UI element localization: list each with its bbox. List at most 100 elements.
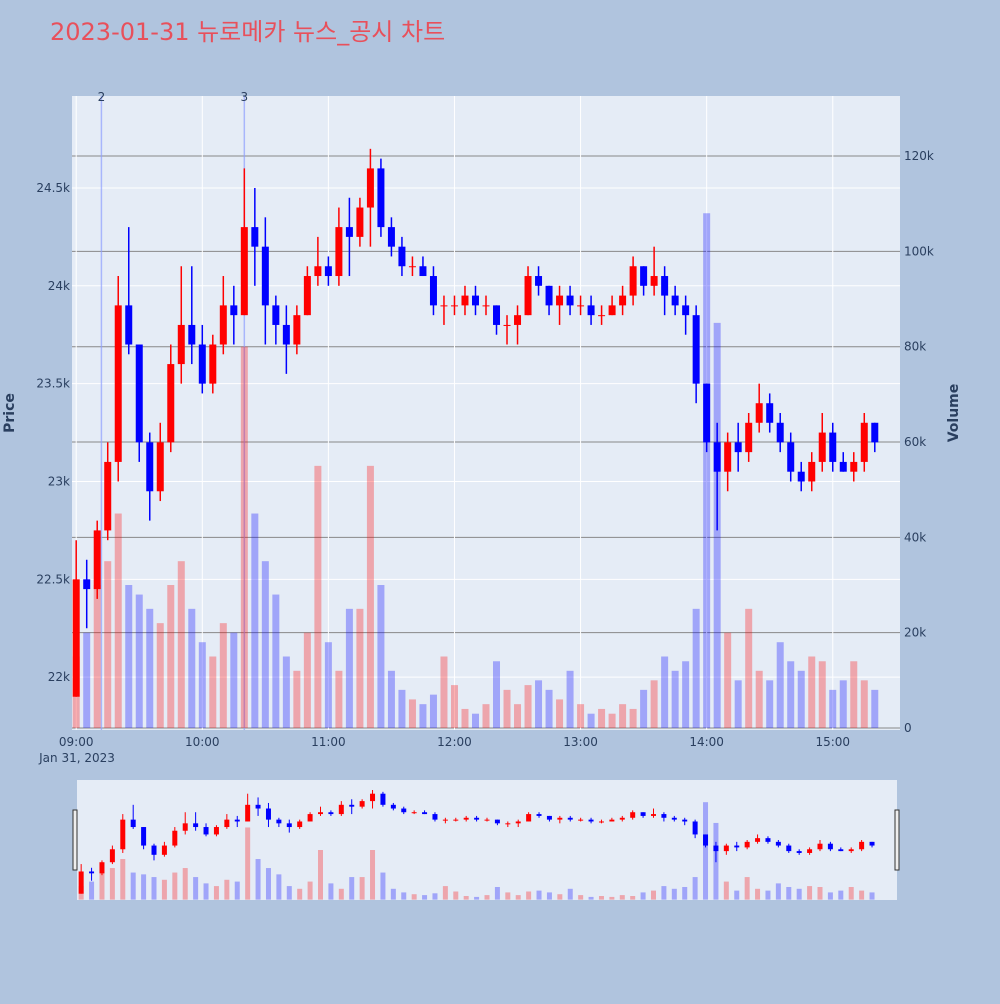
mini-candle-body xyxy=(859,841,865,850)
volume-bar xyxy=(640,689,648,728)
volume-bar xyxy=(587,713,595,728)
candle-body xyxy=(366,168,374,208)
range-handle[interactable] xyxy=(894,809,900,871)
candle-body xyxy=(535,276,543,286)
candle-body xyxy=(72,579,80,697)
mini-candle-body xyxy=(141,827,147,846)
y2-tick-label: 40k xyxy=(904,530,926,544)
candle-body xyxy=(419,266,427,277)
mini-candle-body xyxy=(786,845,792,852)
y2-tick-label: 0 xyxy=(904,721,912,735)
mini-volume-bar xyxy=(619,895,625,900)
volume-bar xyxy=(829,689,837,728)
mini-candle-body xyxy=(422,812,428,815)
mini-candle-body xyxy=(432,814,438,820)
candle-body xyxy=(356,207,364,237)
volume-bar xyxy=(104,561,112,728)
candle-body xyxy=(734,442,742,453)
candle-body xyxy=(524,276,532,316)
mini-volume-bar xyxy=(567,888,573,900)
mini-candle-body xyxy=(848,849,854,852)
volume-bar xyxy=(209,656,217,728)
mini-candle-body xyxy=(661,814,667,818)
annotation: 3 xyxy=(241,90,249,104)
candle-body xyxy=(650,276,658,286)
candle-body xyxy=(398,246,406,267)
candle-body xyxy=(724,442,732,472)
volume-bar xyxy=(377,585,385,728)
mini-volume-bar xyxy=(442,886,448,900)
candle-body xyxy=(125,305,133,345)
mini-candle-body xyxy=(692,821,698,835)
volume-bar xyxy=(324,642,332,728)
volume-bar xyxy=(366,465,374,728)
mini-candle-body xyxy=(380,793,386,805)
candle-body xyxy=(219,305,227,345)
mini-volume-bar xyxy=(193,877,199,900)
mini-candle-body xyxy=(265,808,271,820)
volume-bar xyxy=(608,713,616,728)
mini-volume-bar xyxy=(203,883,209,900)
candle-body xyxy=(314,266,322,277)
volume-bar xyxy=(682,661,690,728)
volume-bar xyxy=(724,632,732,728)
mini-volume-bar xyxy=(775,883,781,900)
mini-volume-bar xyxy=(255,859,261,900)
candle-body xyxy=(850,461,858,472)
candle-body xyxy=(703,383,711,443)
candle-body xyxy=(240,227,248,316)
candle-body xyxy=(429,276,437,306)
volume-bar xyxy=(535,680,543,728)
candle-body xyxy=(661,276,669,296)
candle-body xyxy=(514,315,522,325)
candle-body xyxy=(671,295,679,306)
candle-body xyxy=(272,305,280,325)
mini-candle-body xyxy=(370,793,376,802)
volume-bar xyxy=(125,585,133,728)
volume-bar xyxy=(135,594,143,728)
mini-candle-body xyxy=(515,821,521,824)
mini-volume-bar xyxy=(661,886,667,900)
mini-candle-body xyxy=(328,812,334,815)
range-handle[interactable] xyxy=(72,809,78,871)
mini-candle-body xyxy=(89,871,95,874)
volume-bar xyxy=(345,608,353,728)
volume-bar xyxy=(450,685,458,728)
volume-bar xyxy=(671,670,679,728)
volume-bar xyxy=(198,642,206,728)
mini-volume-bar xyxy=(328,883,334,900)
candle-body xyxy=(408,266,416,268)
candle-body xyxy=(293,315,301,345)
candle-body xyxy=(829,432,837,462)
mini-volume-bar xyxy=(89,881,95,900)
mini-volume-bar xyxy=(536,890,542,900)
mini-candle-body xyxy=(109,849,115,863)
mini-candle-body xyxy=(463,817,469,820)
candle-body xyxy=(871,422,879,443)
mini-candle-body xyxy=(203,827,209,835)
candle-body xyxy=(818,432,826,462)
mini-volume-bar xyxy=(598,896,604,900)
y2-axis-title: Volume xyxy=(946,384,962,443)
mini-volume-bar xyxy=(869,892,875,900)
mini-candle-body xyxy=(442,819,448,821)
mini-candle-body xyxy=(817,843,823,850)
mini-candle-body xyxy=(224,819,230,828)
mini-volume-bar xyxy=(640,892,646,900)
volume-bar xyxy=(461,708,469,728)
volume-bar xyxy=(524,685,532,728)
mini-candle-body xyxy=(598,821,604,823)
volume-bar xyxy=(240,346,248,728)
volume-bar xyxy=(503,689,511,728)
volume-bar xyxy=(387,670,395,728)
mini-volume-bar xyxy=(182,868,188,900)
mini-candle-body xyxy=(255,804,261,809)
range-slider[interactable] xyxy=(77,780,897,900)
volume-bar xyxy=(514,704,522,728)
candle-body xyxy=(335,227,343,277)
mini-volume-bar xyxy=(213,886,219,900)
candle-body xyxy=(461,295,469,306)
volume-bar xyxy=(787,661,795,728)
candle-body xyxy=(303,276,311,316)
